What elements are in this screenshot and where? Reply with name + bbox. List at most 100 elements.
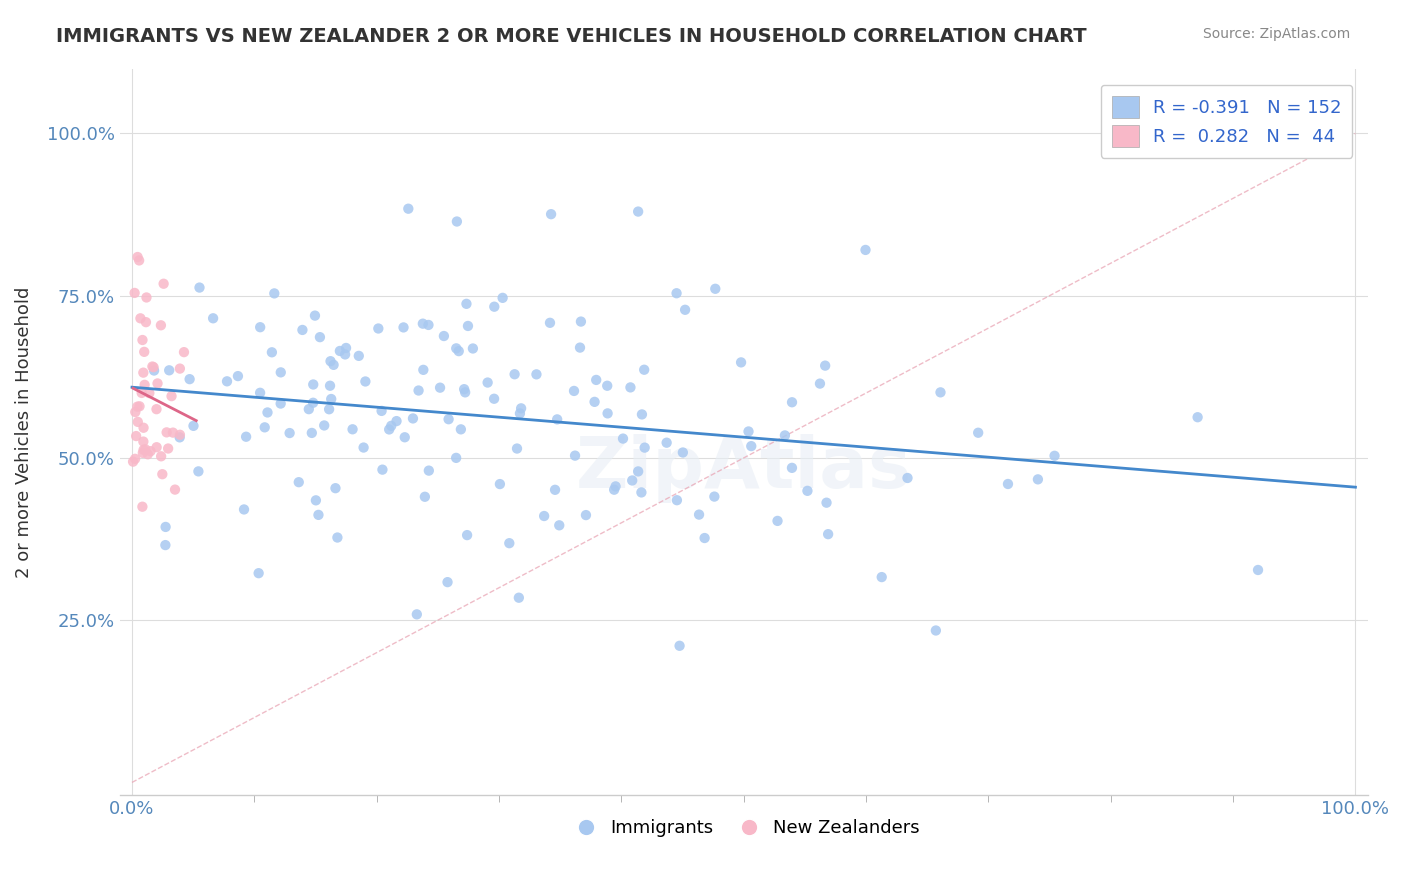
Point <box>124 405 146 419</box>
Point <box>138 386 160 401</box>
Point <box>253 420 276 434</box>
Point <box>621 474 644 488</box>
Point <box>508 591 530 605</box>
Point <box>155 538 177 552</box>
Point <box>132 434 155 449</box>
Point <box>134 377 156 392</box>
Point <box>540 207 562 221</box>
Point <box>997 477 1019 491</box>
Point <box>131 386 153 401</box>
Point <box>703 490 725 504</box>
Point <box>633 363 655 377</box>
Point <box>132 366 155 380</box>
Point <box>498 536 520 550</box>
Point <box>145 440 167 454</box>
Point <box>157 442 180 456</box>
Point <box>157 363 180 377</box>
Point <box>562 384 585 398</box>
Point <box>156 425 179 440</box>
Point <box>183 418 205 433</box>
Point <box>693 531 716 545</box>
Point <box>509 406 531 420</box>
Point <box>596 406 619 420</box>
Point <box>433 329 456 343</box>
Point <box>129 311 152 326</box>
Point <box>815 496 838 510</box>
Point <box>335 341 357 355</box>
Point <box>367 321 389 335</box>
Point <box>665 493 688 508</box>
Point <box>321 392 343 406</box>
Point <box>134 442 156 457</box>
Point <box>235 430 257 444</box>
Point <box>506 442 529 456</box>
Point <box>122 455 145 469</box>
Point <box>461 342 484 356</box>
Point <box>418 318 440 332</box>
Point <box>179 372 201 386</box>
Point <box>446 214 468 228</box>
Point <box>333 347 356 361</box>
Point <box>408 384 430 398</box>
Point <box>413 490 436 504</box>
Point <box>150 467 173 482</box>
Point <box>688 508 710 522</box>
Point <box>672 445 695 459</box>
Point <box>353 441 375 455</box>
Point <box>436 575 458 590</box>
Point <box>128 253 150 268</box>
Y-axis label: 2 or more Vehicles in Household: 2 or more Vehicles in Household <box>15 286 32 578</box>
Point <box>354 375 377 389</box>
Point <box>569 341 592 355</box>
Text: Source: ZipAtlas.com: Source: ZipAtlas.com <box>1202 27 1350 41</box>
Point <box>612 432 634 446</box>
Point <box>870 570 893 584</box>
Point <box>163 483 186 497</box>
Point <box>169 427 191 442</box>
Point <box>603 483 626 497</box>
Point <box>673 302 696 317</box>
Point <box>139 444 162 458</box>
Point <box>249 385 271 400</box>
Point <box>298 402 321 417</box>
Point <box>1247 563 1270 577</box>
Point <box>143 363 166 377</box>
Point <box>347 349 370 363</box>
Point <box>668 639 690 653</box>
Point <box>704 282 727 296</box>
Point <box>454 385 477 400</box>
Point <box>1026 472 1049 486</box>
Point <box>124 285 146 300</box>
Point <box>929 385 952 400</box>
Point <box>132 421 155 435</box>
Point <box>457 318 479 333</box>
Point <box>132 442 155 457</box>
Point <box>896 471 918 485</box>
Point <box>322 358 344 372</box>
Point <box>309 330 332 344</box>
Point <box>491 291 513 305</box>
Point <box>533 508 555 523</box>
Point <box>967 425 990 440</box>
Point <box>173 345 195 359</box>
Point <box>526 368 548 382</box>
Point <box>260 345 283 359</box>
Point <box>124 451 146 466</box>
Point <box>605 479 627 493</box>
Point <box>152 277 174 291</box>
Point <box>215 374 238 388</box>
Point <box>477 376 499 390</box>
Point <box>925 624 948 638</box>
Point <box>378 422 401 436</box>
Point <box>270 365 292 379</box>
Point <box>619 380 641 394</box>
Point <box>503 368 526 382</box>
Point <box>326 531 349 545</box>
Point <box>627 464 650 478</box>
Text: ZipAtlas: ZipAtlas <box>575 434 911 503</box>
Point <box>141 359 163 374</box>
Point <box>287 475 309 490</box>
Point <box>817 527 839 541</box>
Point <box>142 360 165 375</box>
Point <box>169 361 191 376</box>
